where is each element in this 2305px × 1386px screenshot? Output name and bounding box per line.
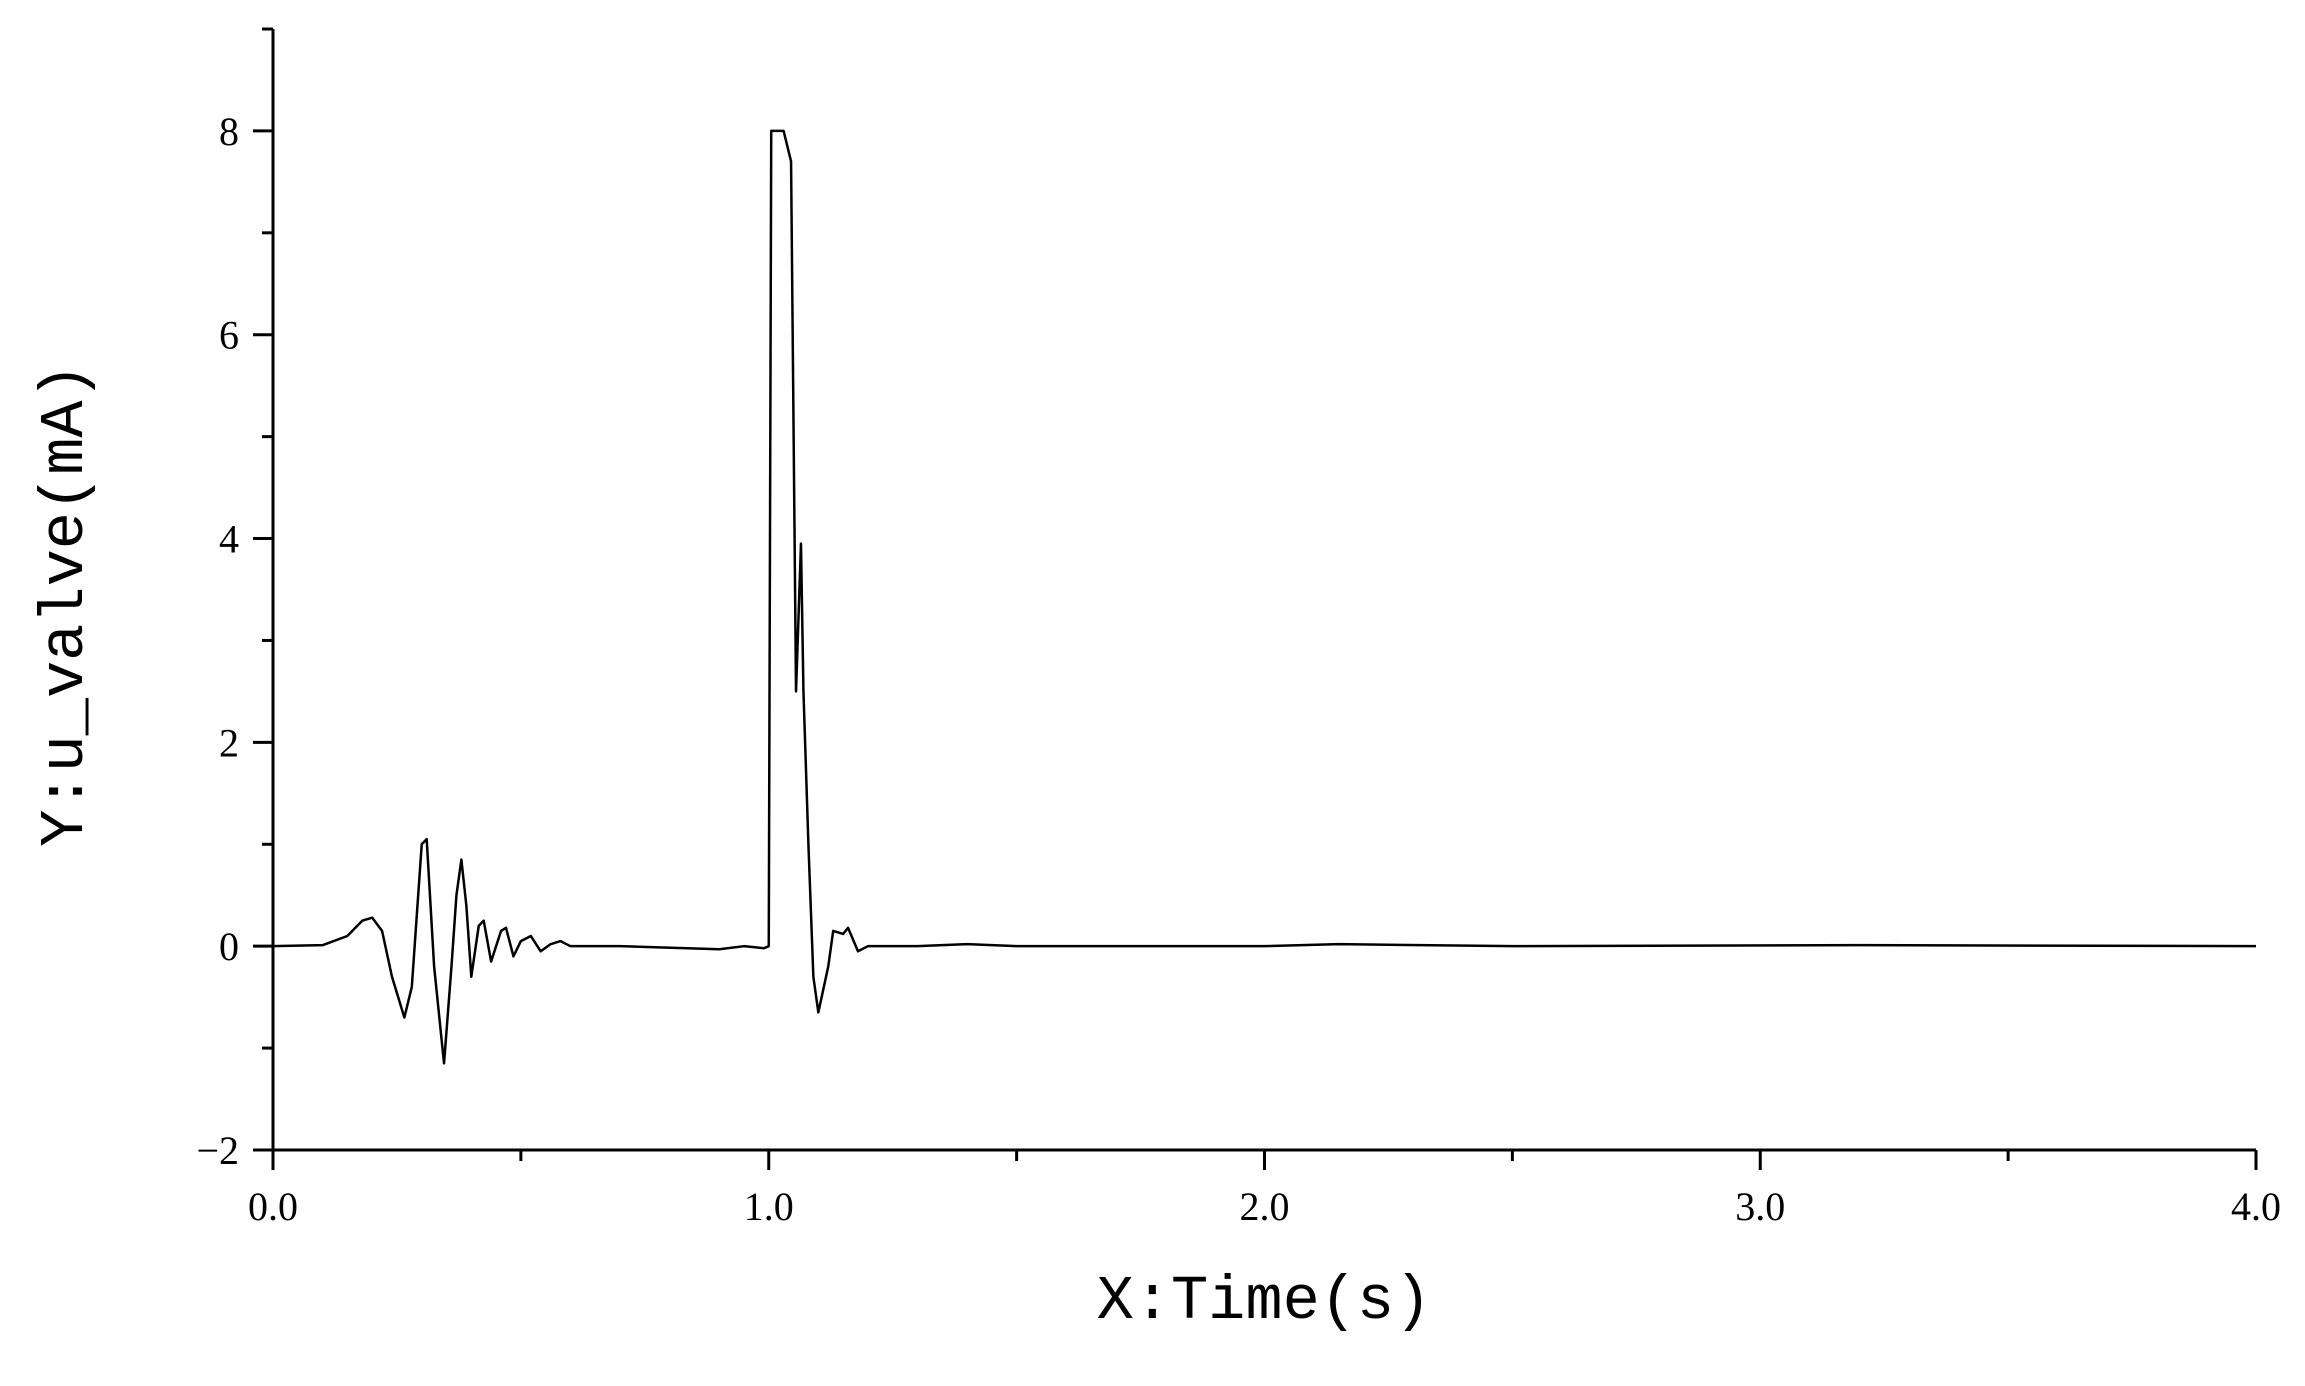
y-tick-label: 0 [219,924,239,969]
x-tick-label: 4.0 [2231,1184,2281,1229]
y-tick-label: 8 [219,109,239,154]
y-tick-label: −2 [196,1128,239,1173]
x-tick-label: 2.0 [1240,1184,1290,1229]
x-tick-label: 3.0 [1735,1184,1785,1229]
y-axis-label: Y:u_valve(mA) [30,363,101,847]
y-tick-label: 6 [219,313,239,358]
x-tick-label: 0.0 [248,1184,298,1229]
y-tick-label: 4 [219,517,239,562]
x-axis-label: X:Time(s) [1097,1266,1432,1337]
y-tick-label: 2 [219,720,239,765]
data-line [272,129,2257,1065]
x-tick-label: 1.0 [744,1184,794,1229]
